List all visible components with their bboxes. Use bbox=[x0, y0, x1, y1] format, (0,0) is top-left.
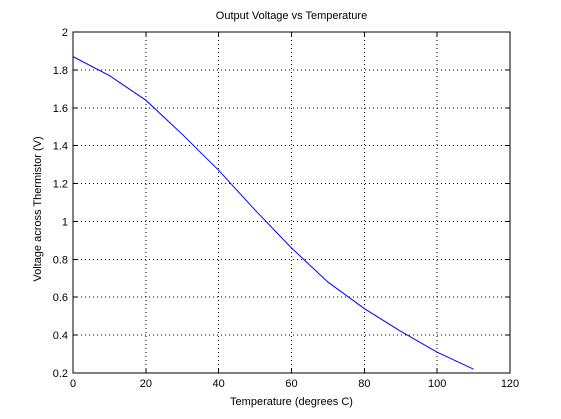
y-tick-label: 1.2 bbox=[53, 179, 68, 191]
y-tick-label: 0.4 bbox=[53, 330, 68, 342]
y-tick-label: 0.8 bbox=[53, 254, 68, 266]
y-tick-label: 0.6 bbox=[53, 292, 68, 304]
x-axis-label: Temperature (degrees C) bbox=[230, 396, 353, 408]
ticks-layer: 0 20 40 60 80 100 120 0.2 0.4 0.6 0.8 1 1.2 1.4 1.6 1.8… bbox=[53, 27, 519, 390]
y-tick-label: 1 bbox=[62, 216, 68, 228]
y-tick-label: 2 bbox=[62, 27, 68, 39]
chart-title: Output Voltage vs Temperature bbox=[215, 10, 368, 22]
y-tick-label: 1.8 bbox=[53, 65, 68, 77]
y-axis-label: Voltage across Thermistor (V) bbox=[32, 136, 44, 282]
x-tick-label: 40 bbox=[213, 378, 225, 390]
x-tick-label: 100 bbox=[428, 378, 446, 390]
y-tick-label: 0.2 bbox=[53, 368, 68, 380]
series-line bbox=[72, 56, 474, 370]
x-tick-label: 20 bbox=[140, 378, 152, 390]
x-tick-label: 0 bbox=[70, 378, 76, 390]
grid-layer bbox=[73, 32, 510, 373]
x-tick-label: 80 bbox=[358, 378, 370, 390]
plot-area bbox=[73, 32, 510, 373]
x-tick-label: 60 bbox=[285, 378, 297, 390]
y-tick-label: 1.6 bbox=[53, 103, 68, 115]
y-tick-label: 1.4 bbox=[53, 141, 68, 153]
x-tick-label: 120 bbox=[501, 378, 519, 390]
series-layer bbox=[72, 56, 474, 370]
